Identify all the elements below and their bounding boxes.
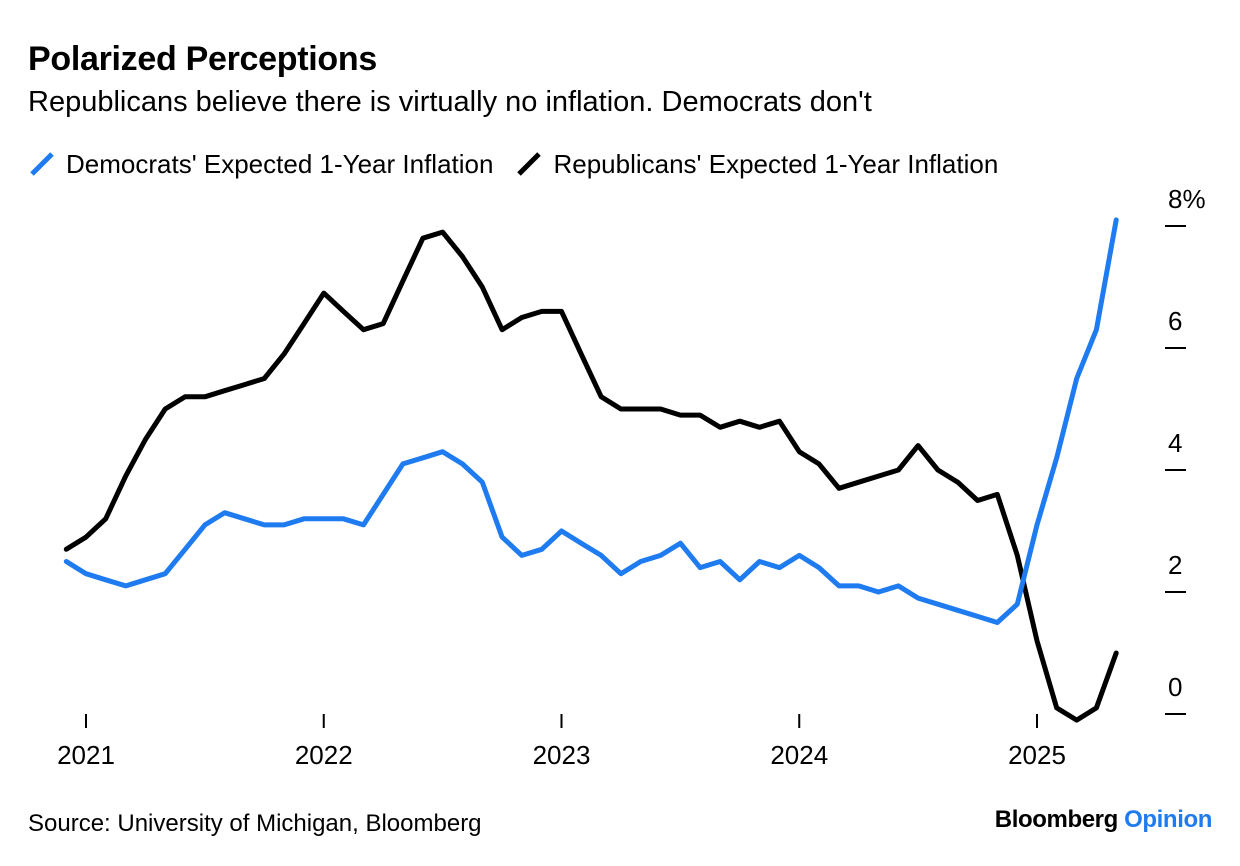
legend-item-democrats[interactable]: Democrats' Expected 1-Year Inflation bbox=[28, 149, 493, 180]
y-tick-label-8: 8% bbox=[1168, 184, 1206, 214]
chart-legend: Democrats' Expected 1-Year Inflation Rep… bbox=[28, 146, 1020, 182]
x-axis: 2021 2022 2023 2024 2025 bbox=[57, 714, 1066, 770]
x-tick-label-2022: 2022 bbox=[295, 740, 353, 770]
y-axis: 0 2 4 6 8% bbox=[1165, 184, 1206, 715]
chart-title: Polarized Perceptions bbox=[28, 40, 377, 78]
series-line-republicans[interactable] bbox=[63, 229, 1119, 723]
chart-subtitle: Republicans believe there is virtually n… bbox=[28, 86, 872, 118]
y-tick-label-0: 0 bbox=[1168, 672, 1182, 702]
y-tick-label-6: 6 bbox=[1168, 306, 1182, 336]
brand-main: Bloomberg bbox=[994, 806, 1118, 833]
brand-accent: Opinion bbox=[1124, 806, 1212, 833]
series-line-democrats[interactable] bbox=[63, 217, 1119, 625]
y-tick-label-4: 4 bbox=[1168, 428, 1182, 458]
legend-swatch-democrats bbox=[30, 152, 54, 176]
x-tick-label-2025: 2025 bbox=[1008, 740, 1066, 770]
brand-logo: Bloomberg Opinion bbox=[994, 806, 1213, 834]
x-tick-label-2023: 2023 bbox=[533, 740, 591, 770]
x-tick-label-2021: 2021 bbox=[57, 740, 115, 770]
legend-label-democrats: Democrats' Expected 1-Year Inflation bbox=[66, 148, 494, 179]
legend-swatch-republicans bbox=[517, 152, 542, 176]
source-note: Source: University of Michigan, Bloomber… bbox=[28, 810, 482, 837]
legend-label-republicans: Republicans' Expected 1-Year Inflation bbox=[553, 148, 999, 179]
legend-item-republicans[interactable]: Republicans' Expected 1-Year Inflation bbox=[515, 149, 998, 180]
y-tick-label-2: 2 bbox=[1168, 550, 1182, 580]
x-tick-label-2024: 2024 bbox=[770, 740, 828, 770]
series-layer bbox=[63, 217, 1119, 723]
